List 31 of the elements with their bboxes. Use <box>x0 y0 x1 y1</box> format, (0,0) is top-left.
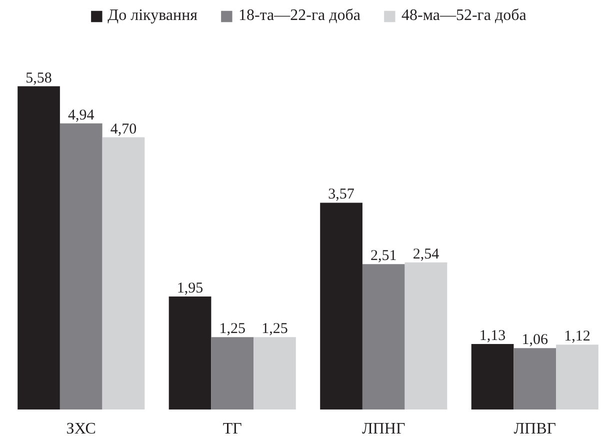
data-label: 4,94 <box>68 107 95 124</box>
x-tick-label: ЗХС <box>66 420 96 438</box>
bar <box>471 344 514 410</box>
x-tick-label: ЛПВГ <box>514 420 556 438</box>
data-label: 2,54 <box>412 246 440 262</box>
data-label: 2,51 <box>370 248 397 264</box>
bar <box>556 344 598 410</box>
bar <box>320 202 362 410</box>
bar <box>254 337 296 410</box>
data-label: 1,13 <box>479 328 506 344</box>
data-label: 4,70 <box>110 121 137 138</box>
bar <box>211 337 254 410</box>
bar <box>18 86 60 410</box>
legend-label: До лікування <box>108 7 198 25</box>
data-label: 1,12 <box>564 328 590 345</box>
data-label: 1,06 <box>522 332 548 348</box>
data-label: 5,58 <box>26 70 52 86</box>
bar <box>102 137 145 410</box>
data-label: 3,57 <box>328 186 355 203</box>
bar <box>404 262 448 410</box>
x-tick-label: ЛПНГ <box>362 420 406 438</box>
data-label: 1,25 <box>219 321 246 338</box>
bar <box>168 296 212 410</box>
bar <box>362 264 405 410</box>
data-label: 1,95 <box>176 280 204 297</box>
x-tick-label: ТГ <box>222 420 242 438</box>
legend-label: 18-та—22-га доба <box>238 7 360 25</box>
bar <box>60 123 102 410</box>
data-label: 1,25 <box>262 321 288 338</box>
legend-label: 48-ма—52-га доба <box>402 7 526 25</box>
bar <box>514 348 556 410</box>
